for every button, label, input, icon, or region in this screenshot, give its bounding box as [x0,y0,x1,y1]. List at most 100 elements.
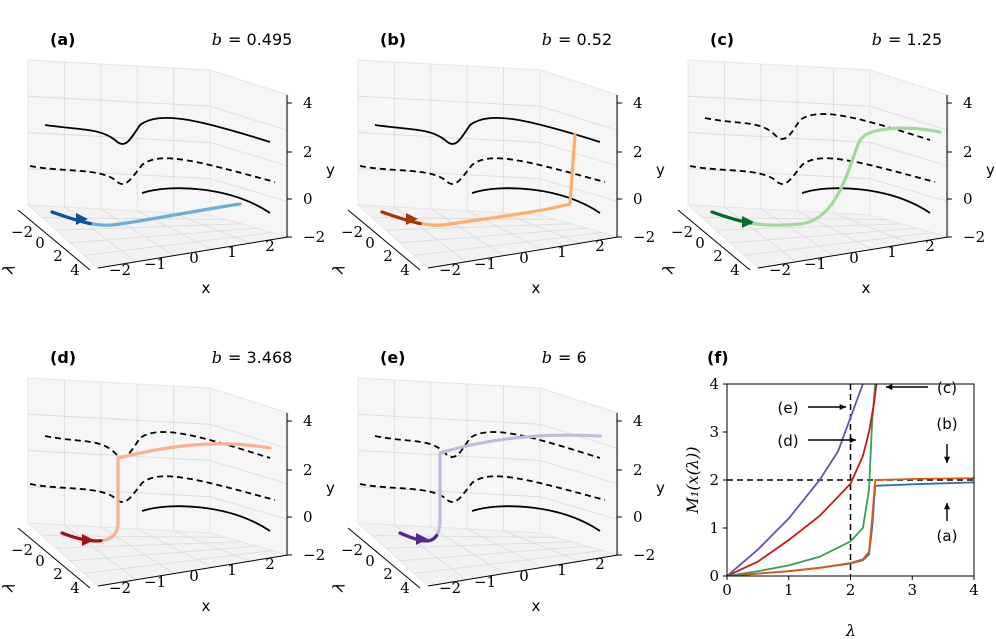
branch-curve [374,116,601,145]
x-tick-label: 3 [907,581,917,599]
x-tick-label: −1 [474,255,496,273]
y-tick-label: 4 [709,375,719,393]
lambda-axis-line [347,209,421,271]
b-variable: b [872,30,882,49]
lambda-tick-label: 2 [383,247,393,265]
y-axis-label: y [986,161,995,179]
lambda-axis-label: λ [329,262,349,277]
trajectory-curve [710,126,942,227]
lambda-tick-label: −2 [671,223,693,241]
grid-line [466,210,543,250]
y-tick-label: −2 [633,228,655,246]
y-axis-label: y [656,161,665,179]
y-tick-label: 4 [303,412,313,430]
x-tick-label: 1 [784,581,794,599]
x-tick-label: 0 [519,249,529,267]
grid-line [357,413,619,449]
x-axis-label: x [532,597,541,615]
y-tick-label: −2 [963,228,985,246]
lambda-tick-label: 4 [70,261,80,279]
trajectory-curve-start [398,433,602,543]
panel-letter: (e) [380,348,405,367]
grid-line [55,541,242,549]
x-tick-label: 0 [722,581,732,599]
x-axis-line [97,236,289,269]
y-tick-label: 4 [303,94,313,112]
lambda-tick-label: 4 [400,579,410,597]
panel-letter: (a) [50,30,75,49]
grid-line [687,95,949,131]
trajectory-arrowhead [82,534,94,546]
x-axis-label: λ [845,621,856,639]
grid-line [69,545,257,562]
x-tick-label: 4 [969,581,979,599]
panel-letter: (f) [707,348,729,367]
lambda-tick-label: −2 [341,541,363,559]
grid-line [55,223,242,231]
y-tick-label: 4 [633,94,643,112]
grid-line [743,232,933,256]
grid-line [413,232,603,256]
branch-curve [141,505,271,532]
x-tick-label: −2 [439,261,461,279]
lambda-tick-label: 4 [70,579,80,597]
b-variable: b [542,348,552,367]
grid-line [69,227,257,244]
x-tick-label: 2 [925,237,935,255]
x-axis-line [757,236,949,269]
grid-line [136,528,213,568]
y-tick-label: 4 [963,94,973,112]
grid-line [27,95,289,131]
grid-line [173,212,251,244]
y-tick-label: 0 [709,567,719,585]
y-tick-label: 1 [709,519,719,537]
branch-curve [359,157,606,185]
x-tick-label: −1 [474,573,496,591]
x-tick-label: 0 [849,249,859,267]
branch-curve [44,116,271,145]
lambda-tick-label: 0 [365,234,375,252]
lambda-tick-label: −2 [341,223,363,241]
b-value: = 3.468 [228,348,292,367]
grid-line [64,524,137,581]
lambda-axis-line [17,527,91,589]
b-variable: b [212,30,222,49]
lambda-axis-label: λ [0,262,19,277]
x-tick-label: 1 [227,243,237,261]
x-tick-label: −1 [804,255,826,273]
grid-line [357,132,619,167]
y-tick-label: 0 [303,190,313,208]
x-tick-label: −2 [439,579,461,597]
y-tick-label: 0 [963,190,973,208]
panel-letter: (b) [380,30,406,49]
y-axis-label: y [326,161,335,179]
side-pane [209,387,289,556]
grid-line [760,208,835,256]
x-tick-label: −2 [109,579,131,597]
annotation-arrowhead [886,383,893,391]
x-axis-label: x [202,597,211,615]
lambda-tick-label: 0 [35,552,45,570]
y-tick-label: 0 [303,508,313,526]
grid-line [466,528,543,568]
annotation-label: (b) [936,415,957,433]
annotation-arrowhead [943,456,951,463]
branch-curve [471,505,601,532]
grid-line [371,535,556,538]
y-tick-label: −2 [303,228,325,246]
y-tick-label: 3 [709,423,719,441]
grid-line [687,132,949,167]
x-axis-label: x [532,279,541,297]
grid-line [357,450,619,485]
x-axis-line [427,236,619,269]
lambda-axis-label: λ [329,580,349,595]
b-value: = 0.495 [228,30,292,49]
annotation-arrowhead [839,403,846,411]
y-tick-label: 2 [303,143,313,161]
annotation-arrowhead [849,436,856,444]
